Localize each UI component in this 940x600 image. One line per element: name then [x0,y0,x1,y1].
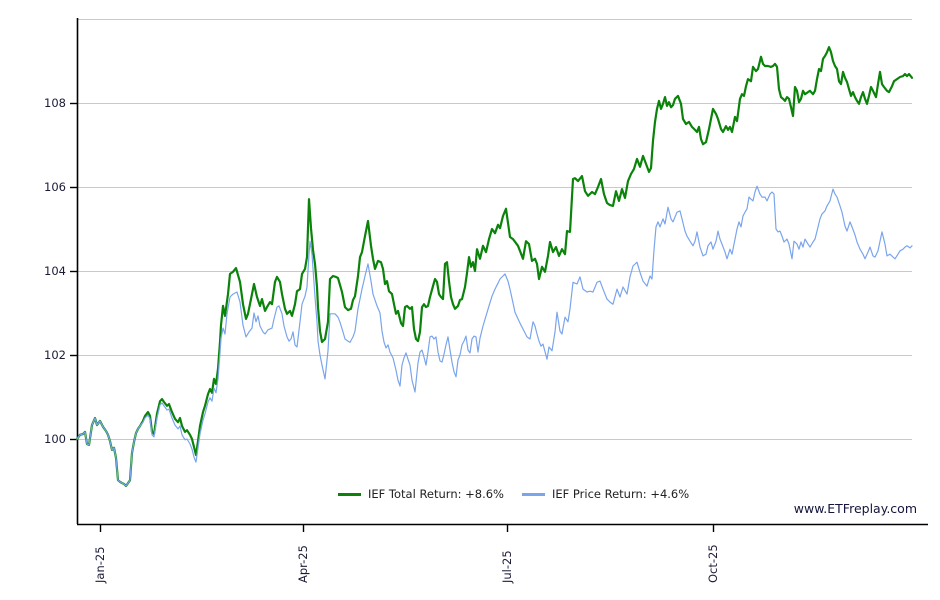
x-axis-label-Oct-25: Oct-25 [706,544,720,583]
price-return-legend-label: IEF Price Return: +4.6% [551,487,690,501]
x-axis-label-Apr-25: Apr-25 [296,545,310,583]
x-axis-label-Jan-25: Jan-25 [93,546,107,583]
y-axis-label-108: 108 [44,96,66,110]
total-return-line-swatch [338,492,361,496]
legend-item-total-return: IEF Total Return: +8.6% [338,487,504,501]
legend-item-price-return: IEF Price Return: +4.6% [521,487,690,501]
y-axis-label-100: 100 [44,432,66,446]
ief-total-return-line [75,45,914,488]
chart-legend: IEF Total Return: +8.6% IEF Price Return… [338,487,689,501]
y-axis-label-106: 106 [44,180,66,194]
total-return-legend-label: IEF Total Return: +8.6% [368,487,504,501]
price-return-line-swatch [521,492,545,496]
y-axis-label-104: 104 [44,264,66,278]
etfreplay-watermark: www.ETFreplay.com [793,501,917,516]
ief-price-return-line [76,185,913,487]
y-axis-label-102: 102 [44,348,66,362]
x-axis-label-Jul-25: Jul-25 [500,550,514,583]
